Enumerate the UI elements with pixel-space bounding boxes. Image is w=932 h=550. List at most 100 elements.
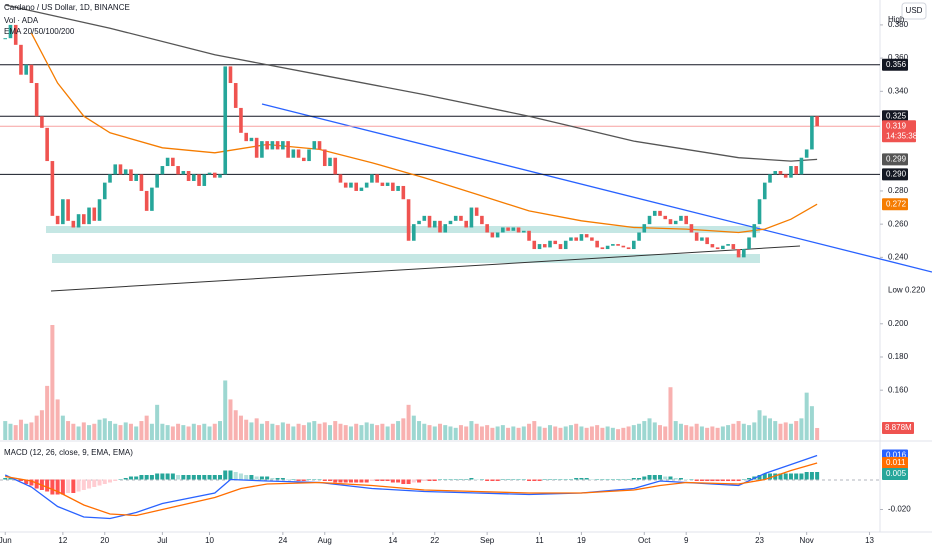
macd-histogram-bar [621,479,626,480]
volume-bar [511,426,516,440]
macd-histogram-bar [689,479,694,480]
volume-bar [55,399,60,440]
macd-histogram-bar [385,479,390,481]
macd-histogram-bar [134,476,139,480]
candle-body [333,157,338,175]
macd-histogram-bar [631,478,636,480]
volume-bar [155,404,160,440]
candle-body [412,224,416,241]
macd-histogram-bar [427,479,432,481]
macd-histogram-bar [500,479,505,480]
macd-histogram-bar [29,479,34,486]
volume-bar [87,425,92,440]
candle-body [296,149,301,158]
candle-body [553,240,558,245]
ma-label: 0.272 [886,199,907,208]
candle-body [144,190,149,211]
macd-histogram-bar [139,475,144,480]
macd-histogram-bar [511,479,516,480]
ema-legend: EMA 20/50/100/200 [4,27,75,36]
macd-histogram-bar [375,479,380,481]
volume-bar [165,425,170,440]
macd-histogram-bar [542,479,547,480]
volume-bar [684,425,689,440]
support-zone [46,226,760,233]
macd-histogram-bar [736,479,741,481]
volume-bar [516,427,521,440]
x-tick-label: 13 [865,536,874,545]
candle-body [417,220,421,225]
volume-bar [364,422,369,440]
volume-bar [663,426,668,440]
candle-body [401,185,406,200]
volume-bar [139,421,144,440]
volume-bar [343,425,348,440]
macd-histogram-bar [422,479,427,481]
macd-histogram-bar [521,479,526,480]
candle-body [537,244,542,250]
last-price-box [882,120,916,143]
candle-body [773,171,778,175]
candle-body [700,237,704,241]
candle-body [501,227,505,233]
macd-histogram-bar [647,475,652,480]
candle-body [343,182,348,188]
macd-histogram-bar [128,476,133,480]
volume-bar [176,423,181,440]
macd-histogram-bar [149,475,154,480]
symbol-title: Cardano / US Dollar, 1D, BINANCE [4,3,130,12]
candle-body [24,64,28,75]
candle-body [757,199,762,225]
volume-bar [244,419,249,440]
candle-body [694,232,699,241]
candle-body [789,166,793,178]
candle-body [815,116,819,127]
macd-histogram-bar [432,479,437,481]
volume-bar [359,425,364,440]
x-tick-label: Jun [0,536,12,545]
macd-histogram-bar [144,475,149,480]
macd-histogram-bar [568,479,573,480]
volume-bar [589,426,594,440]
volume-bar [699,426,704,440]
macd-histogram-bar [469,478,474,480]
y-tick-label: 0.340 [888,86,909,95]
macd-histogram-bar [265,476,270,480]
volume-bar [34,415,39,440]
x-tick-label: 19 [577,536,586,545]
volume-bar [128,423,133,440]
candle-body [647,215,652,225]
volume-bar [270,423,275,440]
macd-histogram-bar [438,479,442,480]
macd-histogram-bar [710,479,715,481]
candle-body [453,215,458,221]
macd-histogram-bar [244,475,249,480]
candle-body [364,182,369,188]
macd-histogram-bar [233,472,238,480]
macd-histogram-bar [102,479,107,484]
macd-histogram-bar [406,479,411,484]
candle-body [799,157,804,175]
macd-histogram-bar [186,475,191,480]
volume-bar [375,425,380,440]
macd-histogram-bar [202,475,207,480]
macd-histogram-bar [584,478,589,480]
macd-histogram-bar [768,473,772,480]
candle-body [82,214,86,225]
candle-body [134,174,138,181]
volume-bar [773,421,778,440]
volume-bar [92,423,97,440]
volume-bar [181,425,186,440]
candle-body [742,249,746,258]
volume-bar [396,421,401,440]
macd-histogram-bar [354,479,359,483]
currency-button[interactable] [901,2,927,20]
candle-body [249,137,254,142]
currency-label[interactable]: USD [906,6,923,15]
candle-body [165,157,170,167]
macd-histogram-bar [673,478,678,480]
volume-bar [385,426,390,440]
volume-bar [621,427,626,440]
candle-body [118,164,123,175]
candle-body [443,224,448,233]
